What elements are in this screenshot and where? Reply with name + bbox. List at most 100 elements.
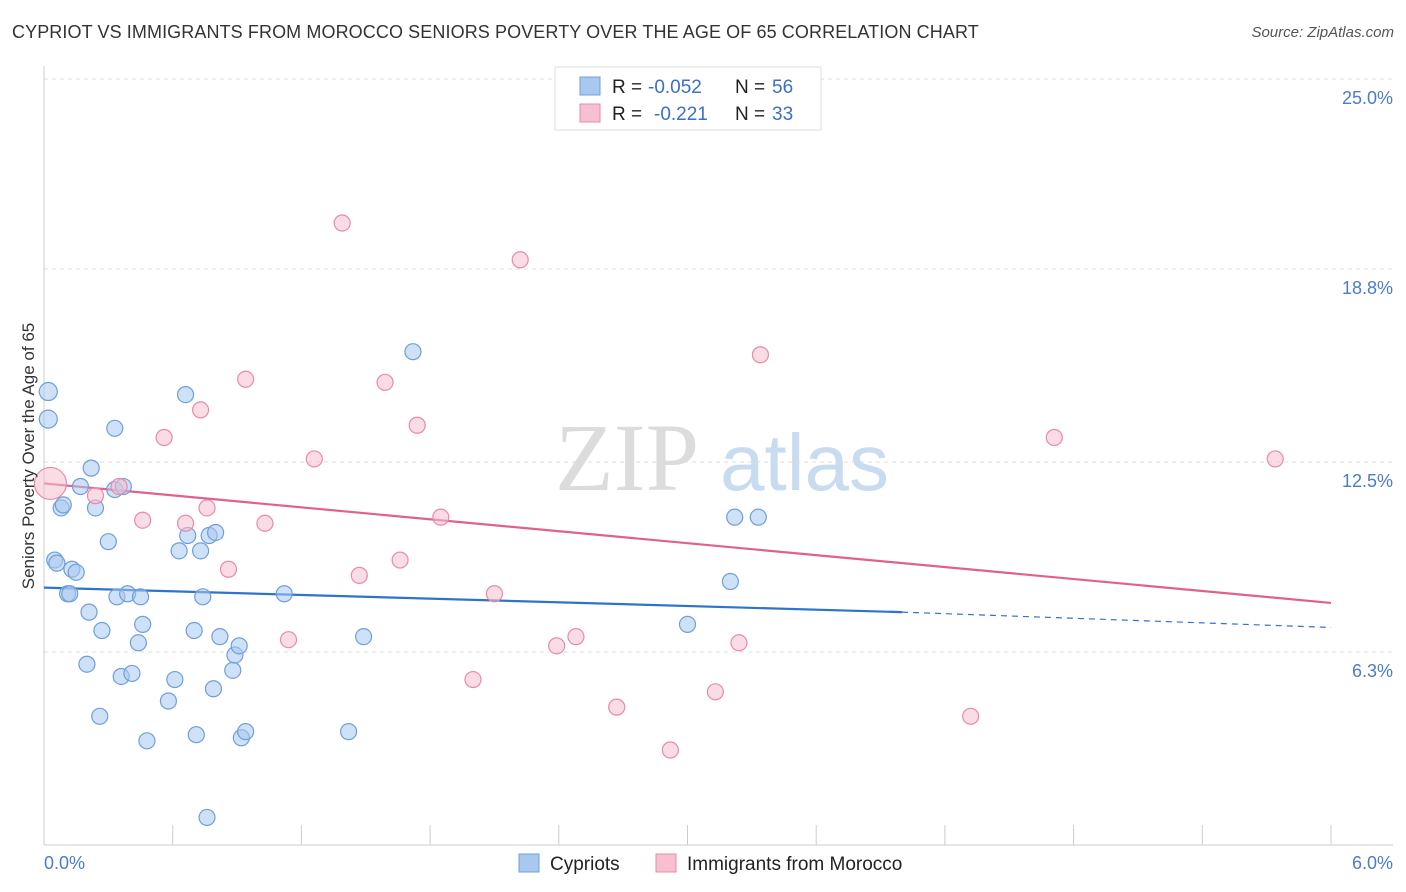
chart-title: CYPRIOT VS IMMIGRANTS FROM MOROCCO SENIO… xyxy=(12,22,979,42)
point-cypriots-5 xyxy=(54,496,72,514)
point-cypriots-17 xyxy=(99,533,117,551)
point-morocco-19 xyxy=(464,670,482,689)
data-points xyxy=(33,214,1284,827)
point-morocco-2 xyxy=(110,477,128,496)
legend-swatch-morocco xyxy=(579,103,601,123)
grid-lines xyxy=(44,78,1393,653)
point-cypriots-51 xyxy=(404,343,422,361)
point-cypriots-13 xyxy=(82,459,100,477)
point-cypriots-27 xyxy=(134,615,152,633)
point-morocco-21 xyxy=(511,251,529,269)
point-morocco-24 xyxy=(608,698,626,716)
point-morocco-6 xyxy=(191,401,210,419)
point-morocco-13 xyxy=(333,214,351,232)
point-morocco-7 xyxy=(198,499,216,517)
x-tick-label-max: 6.0% xyxy=(1352,853,1393,873)
point-cypriots-43 xyxy=(224,661,242,679)
point-morocco-14 xyxy=(350,566,368,584)
trend-lines xyxy=(43,482,1332,629)
point-cypriots-38 xyxy=(198,808,216,827)
point-cypriots-35 xyxy=(187,726,205,744)
point-morocco-10 xyxy=(256,514,274,532)
point-cypriots-25 xyxy=(129,634,147,652)
point-cypriots-41 xyxy=(207,523,225,542)
y-axis-label: Seniors Poverty Over the Age of 65 xyxy=(19,323,38,589)
point-cypriots-3 xyxy=(48,554,66,572)
point-cypriots-49 xyxy=(339,723,358,741)
point-morocco-23 xyxy=(567,628,585,646)
point-cypriots-19 xyxy=(106,419,124,437)
point-cypriots-34 xyxy=(185,621,203,640)
bottom-legend-label-cypriots: Cypriots xyxy=(550,854,620,875)
legend-swatch-cypriots xyxy=(579,76,601,96)
bottom-legend: Cypriots Immigrants from Morocco xyxy=(518,853,902,875)
point-cypriots-40 xyxy=(204,680,223,698)
point-cypriots-37 xyxy=(194,588,212,606)
point-cypriots-50 xyxy=(355,628,373,646)
point-cypriots-53 xyxy=(721,572,740,591)
bottom-legend-swatch-morocco xyxy=(655,853,677,873)
x-tick-label-min: 0.0% xyxy=(44,853,85,873)
point-morocco-1 xyxy=(86,487,105,505)
bottom-legend-label-morocco: Immigrants from Morocco xyxy=(687,854,902,875)
y-tick-label-0: 6.3% xyxy=(1352,661,1393,681)
point-morocco-27 xyxy=(730,634,748,652)
point-cypriots-31 xyxy=(170,542,188,560)
point-cypriots-54 xyxy=(726,508,744,526)
legend-r-value-1: -0.052 xyxy=(648,77,702,98)
y-tick-label-1: 12.5% xyxy=(1342,471,1393,491)
point-morocco-29 xyxy=(962,707,980,725)
point-morocco-8 xyxy=(219,560,238,578)
point-cypriots-47 xyxy=(237,723,255,741)
point-morocco-25 xyxy=(661,741,679,759)
point-cypriots-24 xyxy=(123,664,141,683)
bottom-legend-swatch-cypriots xyxy=(518,853,540,873)
axes xyxy=(43,66,1393,846)
trend-line-cypriots xyxy=(43,586,903,614)
point-cypriots-11 xyxy=(78,655,96,673)
point-morocco-11 xyxy=(279,631,298,649)
legend-n-label-1: N = xyxy=(735,77,765,98)
trend-line-cypriots-extrapolated xyxy=(901,611,1332,629)
point-cypriots-7 xyxy=(61,585,79,603)
point-morocco-20 xyxy=(485,585,504,603)
y-tick-label-2: 18.8% xyxy=(1342,278,1393,298)
point-morocco-9 xyxy=(237,370,255,388)
point-morocco-12 xyxy=(305,450,323,468)
point-cypriots-1 xyxy=(38,409,58,429)
point-cypriots-32 xyxy=(176,385,195,404)
point-cypriots-48 xyxy=(275,585,293,603)
point-morocco-28 xyxy=(751,346,770,364)
point-cypriots-36 xyxy=(191,542,210,560)
trend-line-morocco xyxy=(43,482,1332,605)
legend-r-label-2: R = xyxy=(612,104,642,125)
legend-n-label-2: N = xyxy=(735,104,765,125)
point-morocco-31 xyxy=(1266,450,1284,468)
legend-r-value-2: -0.221 xyxy=(654,104,708,125)
point-cypriots-16 xyxy=(93,621,111,640)
point-cypriots-29 xyxy=(159,692,178,710)
point-morocco-0 xyxy=(33,466,68,501)
point-cypriots-12 xyxy=(80,603,98,621)
legend-n-value-1: 56 xyxy=(772,77,793,98)
point-morocco-3 xyxy=(134,511,152,529)
point-cypriots-55 xyxy=(749,508,767,526)
point-morocco-5 xyxy=(176,514,195,532)
point-morocco-16 xyxy=(391,551,409,569)
point-morocco-17 xyxy=(408,416,426,434)
point-morocco-18 xyxy=(432,508,450,526)
point-cypriots-45 xyxy=(230,637,248,655)
y-tick-labels: 6.3% 12.5% 18.8% 25.0% xyxy=(1342,88,1393,681)
point-morocco-15 xyxy=(376,373,394,391)
point-cypriots-15 xyxy=(91,707,109,725)
point-cypriots-26 xyxy=(131,588,150,606)
point-morocco-4 xyxy=(155,428,173,447)
legend-r-label-1: R = xyxy=(612,77,642,98)
point-cypriots-10 xyxy=(71,477,90,496)
point-cypriots-42 xyxy=(211,628,229,646)
y-tick-label-3: 25.0% xyxy=(1342,88,1393,108)
legend-n-value-2: 33 xyxy=(772,104,793,125)
point-cypriots-0 xyxy=(38,381,58,402)
stats-legend: R = -0.052 N = 56 R = -0.221 N = 33 xyxy=(554,66,822,131)
